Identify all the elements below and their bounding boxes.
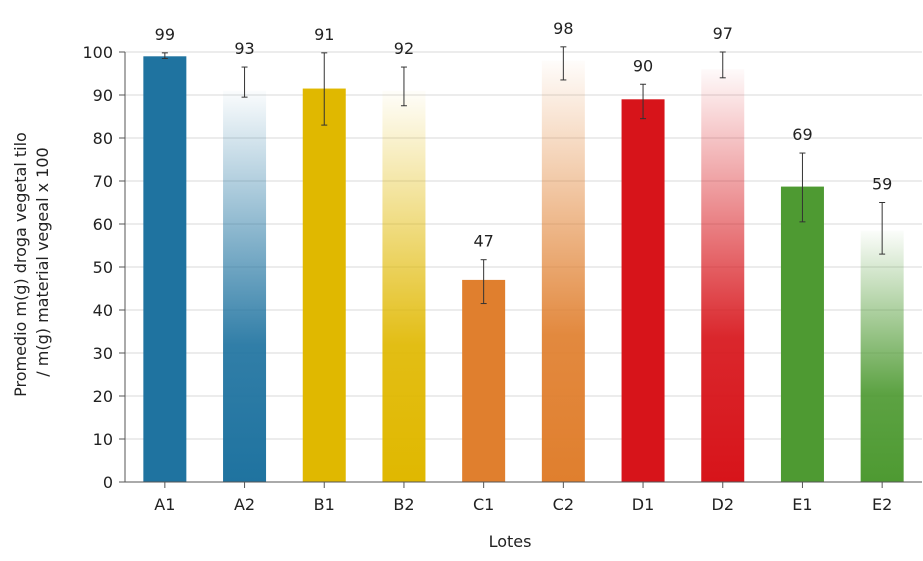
bar-D1 [621,99,665,483]
y-axis-title-line2: / m(g) material vegeal x 100 [33,147,52,376]
x-tick-label-E1: E1 [792,495,812,514]
y-tick-label: 100 [82,43,113,62]
data-label-B2: 92 [394,39,414,58]
bar-C2 [541,60,585,482]
y-tick-label: 50 [93,258,113,277]
y-tick-label: 80 [93,129,113,148]
y-tick-label: 40 [93,301,113,320]
y-tick-label: 90 [93,86,113,105]
data-label-E1: 69 [792,125,812,144]
bar-D2 [701,69,745,482]
x-tick-label-C2: C2 [553,495,574,514]
x-tick-label-A1: A1 [154,495,175,514]
bar-A2 [223,90,267,482]
data-label-E2: 59 [872,175,892,194]
y-tick-label: 20 [93,387,113,406]
y-axis-title: Promedio m(g) droga vegetal tilo / m(g) … [11,127,52,397]
bar-C1 [462,279,506,482]
y-tick-label: 0 [103,473,113,492]
x-tick-label-D1: D1 [632,495,655,514]
axes: 0 10 20 30 40 50 60 70 80 90 100 A1 A2 B1 B2 C1 C2 D1 D2 E1… [82,43,922,514]
x-tick-label-B1: B1 [314,495,335,514]
y-tick-label: 60 [93,215,113,234]
data-label-A2: 93 [234,39,254,58]
y-tick-label: 30 [93,344,113,363]
x-tick-label-A2: A2 [234,495,255,514]
data-labels: 99 93 91 92 47 98 90 97 69 59 [155,19,893,251]
x-tick-label-B2: B2 [393,495,414,514]
y-tick-label: 70 [93,172,113,191]
bars [143,56,904,483]
data-label-B1: 91 [314,25,334,44]
x-axis-title: Lotes [489,532,532,551]
x-tick-label-D2: D2 [712,495,735,514]
data-label-C2: 98 [553,19,573,38]
x-tick-label-C1: C1 [473,495,494,514]
bar-A1 [143,56,187,483]
y-tick-label: 10 [93,430,113,449]
bar-B1 [302,88,346,483]
x-tick-label-E2: E2 [872,495,892,514]
bar-E1 [780,186,824,482]
data-label-D1: 90 [633,56,653,75]
bar-B2 [382,90,426,482]
y-axis-title-line1: Promedio m(g) droga vegetal tilo [11,132,30,397]
data-label-C1: 47 [473,232,493,251]
error-bars [161,46,886,305]
data-label-A1: 99 [155,25,175,44]
data-label-D2: 97 [713,24,733,43]
bar-E2 [860,230,904,482]
